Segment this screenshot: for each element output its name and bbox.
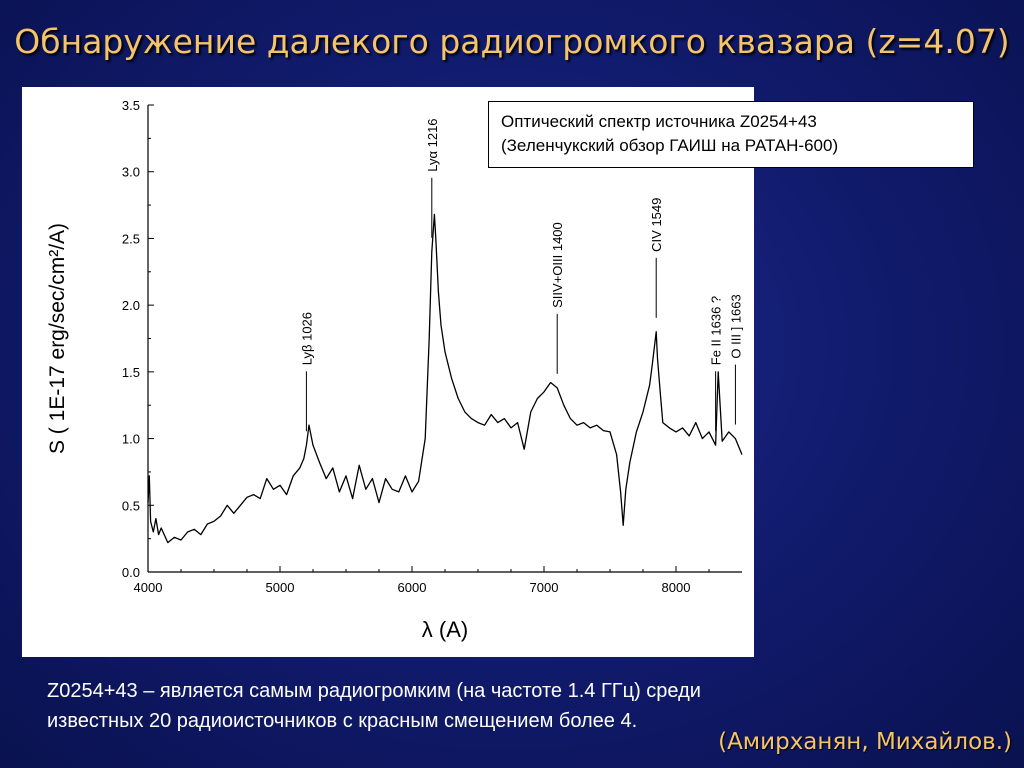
- y-tick-label: 0.0: [122, 565, 140, 580]
- spectrum-line: [147, 213, 743, 544]
- slide-title: Обнаружение далекого радиогромкого кваза…: [14, 22, 1010, 61]
- y-tick-label: 1.5: [122, 365, 140, 380]
- author-credit: (Амирханян, Михайлов.): [718, 729, 1012, 755]
- annotation-label: O III ] 1663: [728, 294, 743, 358]
- caption-line-2: (Зеленчукский обзор ГАИШ на РАТАН-600): [501, 136, 839, 155]
- x-tick-label: 5000: [266, 580, 295, 595]
- annotation-label: Lyα 1216: [425, 118, 440, 171]
- x-tick-label: 6000: [398, 580, 427, 595]
- y-tick-label: 3.5: [122, 98, 140, 113]
- y-tick-label: 2.5: [122, 231, 140, 246]
- x-tick-label: 4000: [134, 580, 163, 595]
- x-axis-label: λ (A): [422, 617, 468, 642]
- y-tick-label: 3.0: [122, 165, 140, 180]
- chart-caption-box: Оптический спектр источника Z0254+43 (Зе…: [488, 101, 974, 168]
- footer-description: Z0254+43 – является самым радиогромким (…: [47, 676, 1007, 736]
- spectrum-chart-panel: 0.0 0.5 1.0 1.5 2.0 2.5 3.0 3.5 4000 5000 6000 7000…: [22, 87, 754, 657]
- spectrum-chart: 0.0 0.5 1.0 1.5 2.0 2.5 3.0 3.5 4000 5000 6000 7000…: [46, 98, 743, 642]
- annotation-label: Fe II 1636 ?: [709, 296, 724, 365]
- annotation-label: Lyβ 1026: [299, 312, 314, 365]
- annotation-label: SIIV+OIII 1400: [550, 222, 565, 308]
- footer-line-1: Z0254+43 – является самым радиогромким (…: [47, 680, 701, 702]
- y-tick-label: 0.5: [122, 498, 140, 513]
- caption-line-1: Оптический спектр источника Z0254+43: [501, 112, 817, 131]
- x-tick-label: 7000: [530, 580, 559, 595]
- y-tick-label: 1.0: [122, 432, 140, 447]
- y-axis-label: S ( 1E-17 erg/sec/cm²/A): [46, 223, 69, 454]
- annotation-label: CIV 1549: [649, 198, 664, 252]
- footer-line-2: известных 20 радиоисточников с красным с…: [47, 710, 638, 732]
- x-tick-label: 8000: [662, 580, 691, 595]
- y-tick-label: 2.0: [122, 298, 140, 313]
